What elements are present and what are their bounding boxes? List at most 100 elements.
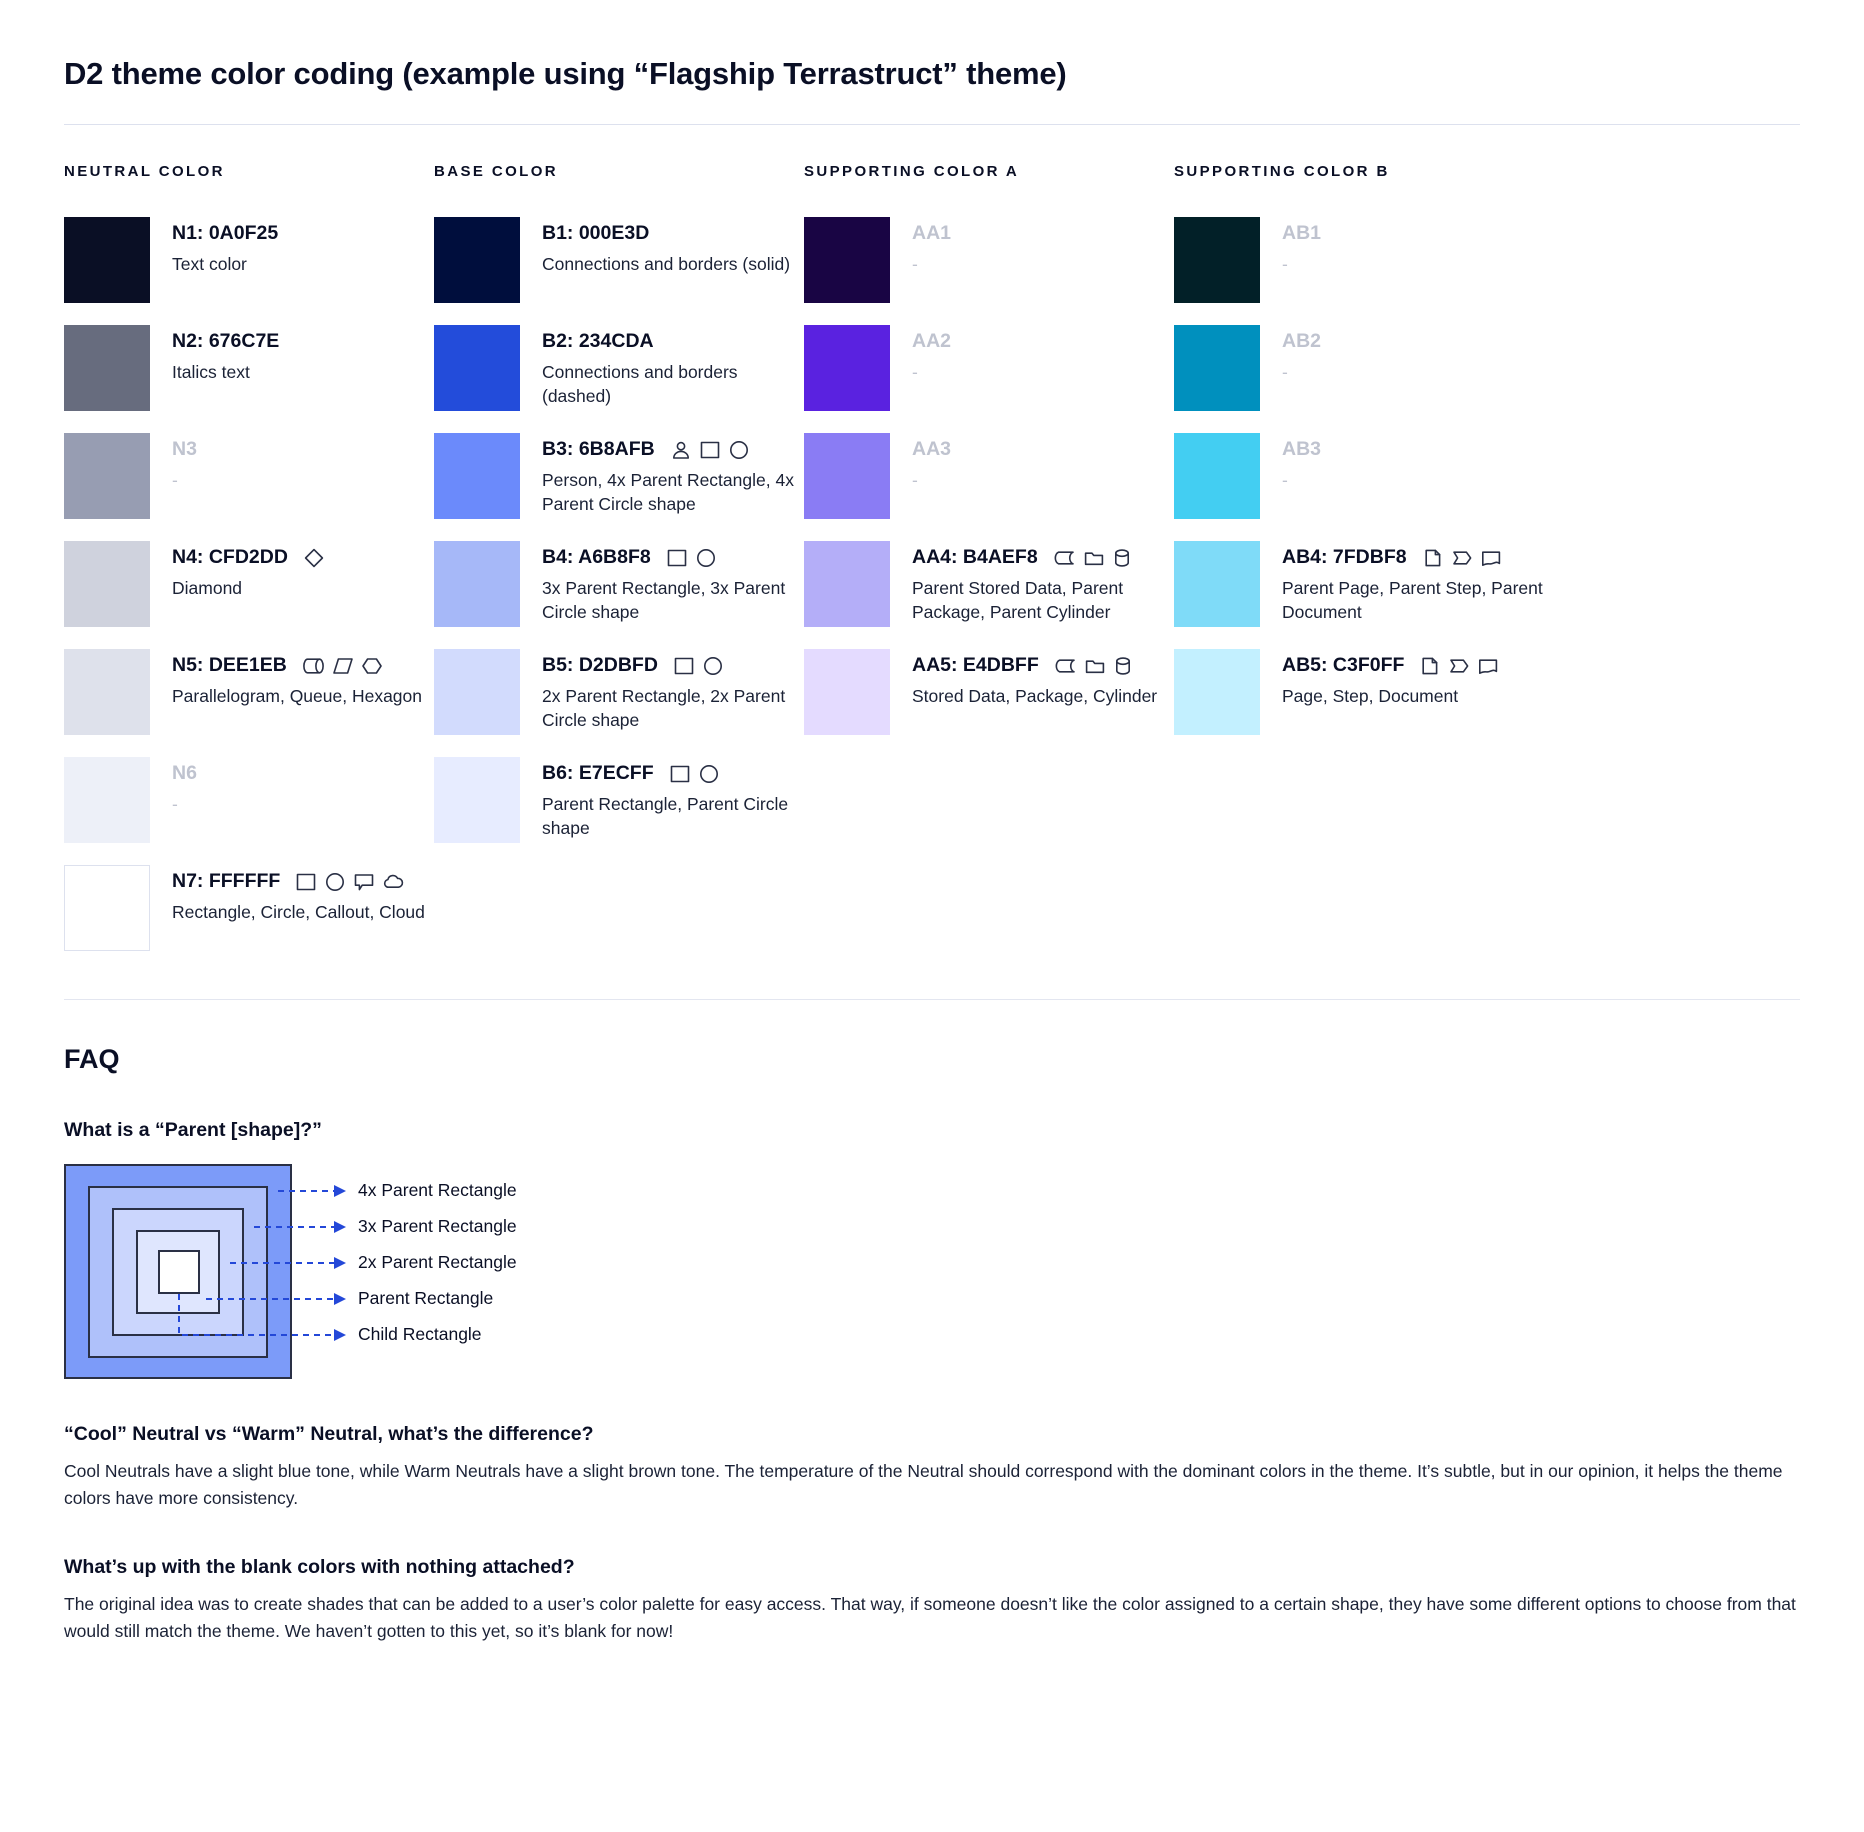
faq-heading: FAQ [64, 1044, 120, 1074]
color-swatch-body: AA3 - [912, 433, 951, 493]
cylinder-icon [1114, 656, 1133, 676]
color-swatch-label: AA4: B4AEF8 [912, 546, 1038, 568]
shape-icon-group [302, 656, 382, 676]
color-column-heading: BASE COLOR [434, 163, 559, 180]
legend-label: Parent Rectangle [358, 1288, 494, 1308]
color-swatch[interactable] [1174, 217, 1260, 303]
color-swatch[interactable] [1174, 649, 1260, 735]
color-swatch-row: AB1 - [1174, 217, 1544, 303]
color-swatch-description: Stored Data, Package, Cylinder [912, 686, 1158, 707]
color-swatch-name: B3: 6B8AFB [542, 438, 804, 460]
color-swatch-description: - [912, 254, 918, 275]
rectangle-icon [296, 872, 316, 892]
hexagon-icon [362, 656, 382, 676]
color-swatch[interactable] [804, 433, 890, 519]
color-swatch[interactable] [434, 541, 520, 627]
color-swatch[interactable] [434, 325, 520, 411]
color-swatch-name: AA4: B4AEF8 [912, 546, 1174, 568]
color-swatch[interactable] [434, 433, 520, 519]
color-swatch-description: 2x Parent Rectangle, 2x Parent Circle sh… [542, 686, 786, 731]
color-swatch-description: - [1282, 362, 1288, 383]
step-icon [1452, 548, 1472, 568]
legend-label: 4x Parent Rectangle [358, 1180, 517, 1200]
color-swatch-row: AA4: B4AEF8 Parent Stored Data, Parent Pa… [804, 541, 1174, 627]
color-swatch-body: B2: 234CDA Connections and borders (dashe… [542, 325, 804, 409]
rectangle-icon [674, 656, 694, 676]
color-swatch-name: N4: CFD2DD [172, 546, 324, 568]
color-swatch-description: Page, Step, Document [1282, 686, 1459, 707]
color-swatch-row: AA1 - [804, 217, 1174, 303]
legend-label: 2x Parent Rectangle [358, 1252, 517, 1272]
color-swatch-description: Rectangle, Circle, Callout, Cloud [172, 902, 425, 923]
color-swatch[interactable] [1174, 433, 1260, 519]
color-swatch[interactable] [434, 649, 520, 735]
rectangle-icon [700, 440, 720, 460]
cylinder-icon [1113, 548, 1132, 568]
color-swatch-label: B2: 234CDA [542, 330, 654, 352]
color-swatch-name: AB4: 7FDBF8 [1282, 546, 1544, 568]
color-swatch-body: AB1 - [1282, 217, 1321, 277]
color-swatch-name: N2: 676C7E [172, 330, 279, 352]
package-icon [1084, 548, 1104, 568]
color-swatch-label: B6: E7ECFF [542, 762, 654, 784]
color-swatch[interactable] [1174, 541, 1260, 627]
color-swatch-name: N6 [172, 762, 197, 784]
rectangle-icon [670, 764, 690, 784]
color-swatch-body: AB2 - [1282, 325, 1321, 385]
circle-icon [696, 548, 716, 568]
color-swatch[interactable] [804, 325, 890, 411]
color-swatch-label: AA2 [912, 330, 952, 352]
shape-icon-group [296, 872, 404, 892]
color-swatch[interactable] [804, 541, 890, 627]
color-swatch-row: N6 - [64, 757, 434, 843]
legend-item-2: 2x Parent Rectangle [352, 1252, 517, 1273]
color-swatch-name: N5: DEE1EB [172, 654, 422, 676]
color-swatch[interactable] [434, 757, 520, 843]
color-swatch-label: B5: D2DBFD [542, 654, 658, 676]
shape-icon-group [1055, 656, 1133, 676]
color-swatch-row: B1: 000E3D Connections and borders (solid… [434, 217, 804, 303]
color-swatch-description: - [1282, 254, 1288, 275]
color-swatch-row: AB2 - [1174, 325, 1544, 411]
color-swatch[interactable] [64, 757, 150, 843]
color-swatch-row: AB5: C3F0FF Page, Step, Document [1174, 649, 1544, 735]
faq-divider [64, 999, 1800, 1000]
color-swatch[interactable] [64, 865, 150, 951]
color-swatch-row: AB4: 7FDBF8 Parent Page, Parent Step, Par… [1174, 541, 1544, 627]
queue-icon [302, 656, 324, 676]
color-swatch-label: AB1 [1282, 222, 1322, 244]
color-swatch-row: AA3 - [804, 433, 1174, 519]
color-swatch[interactable] [64, 541, 150, 627]
page-root: D2 theme color coding (example using “Fl… [64, 56, 1800, 1641]
callout-icon [354, 872, 374, 892]
shape-icon-group [1054, 548, 1132, 568]
color-swatch-body: N1: 0A0F25 Text color [172, 217, 278, 277]
color-swatch-body: N4: CFD2DD Diamond [172, 541, 324, 601]
color-swatch[interactable] [64, 649, 150, 735]
color-swatch-label: B4: A6B8F8 [542, 546, 651, 568]
color-swatch-name: B6: E7ECFF [542, 762, 804, 784]
color-swatch[interactable] [64, 433, 150, 519]
color-swatch-label: N6 [172, 762, 197, 784]
color-swatch[interactable] [64, 217, 150, 303]
cloud-icon [383, 872, 404, 892]
rectangle-icon [667, 548, 687, 568]
color-column: SUPPORTING COLOR B AB1 - AB2 - AB3 - AB4: 7FDBF… [1174, 163, 1544, 973]
shape-icon-group [1420, 656, 1498, 676]
color-swatch-label: N7: FFFFFF [172, 870, 281, 892]
color-swatch[interactable] [64, 325, 150, 411]
color-swatch-description: 3x Parent Rectangle, 3x Parent Circle sh… [542, 578, 786, 623]
circle-icon [699, 764, 719, 784]
color-swatch-description: Person, 4x Parent Rectangle, 4x Parent C… [542, 470, 794, 515]
shape-icon-group [670, 764, 719, 784]
color-swatch-body: N3 - [172, 433, 197, 493]
color-swatch-description: - [912, 470, 918, 491]
diamond-icon [304, 548, 324, 568]
color-swatch-label: AB5: C3F0FF [1282, 654, 1405, 676]
color-swatch[interactable] [434, 217, 520, 303]
color-swatch[interactable] [804, 217, 890, 303]
color-swatch[interactable] [1174, 325, 1260, 411]
color-swatch[interactable] [804, 649, 890, 735]
color-swatch-name: B1: 000E3D [542, 222, 790, 244]
color-swatch-description: Italics text [172, 362, 250, 383]
